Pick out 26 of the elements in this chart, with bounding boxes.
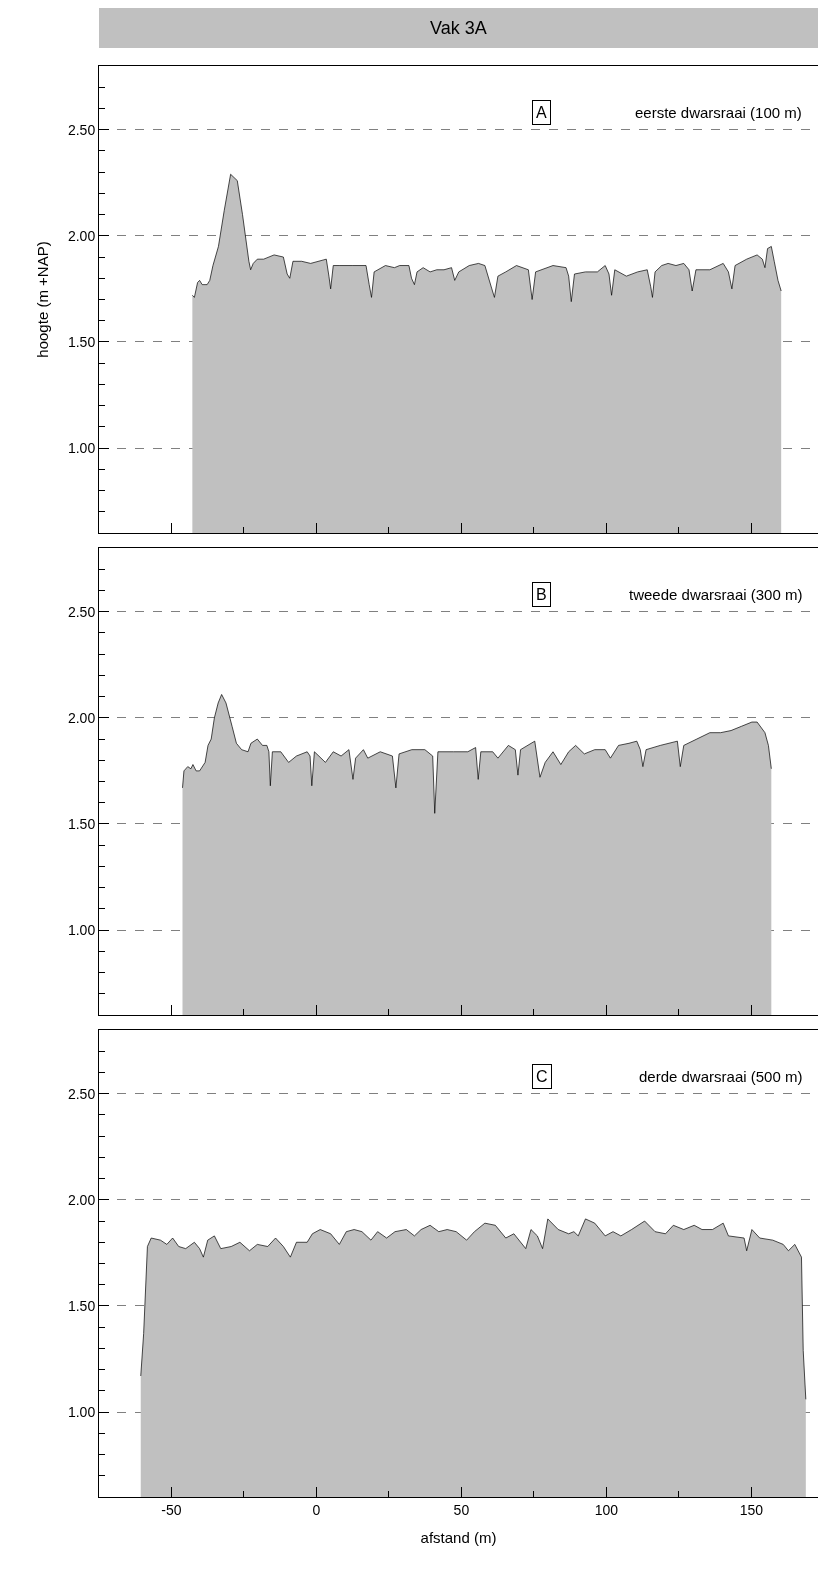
- y-tick-label: 2.50: [67, 121, 96, 138]
- y-tick-label: 2.50: [67, 1085, 96, 1102]
- y-tick-label: 1.00: [67, 921, 96, 938]
- x-tick-label: -50: [161, 1501, 182, 1518]
- y-tick-label: 2.00: [67, 1191, 96, 1208]
- y-tick-label: 1.50: [67, 333, 96, 350]
- y-axis-title: hoogte (m +NAP): [34, 241, 52, 358]
- annotation: eerste dwarsraai (100 m): [635, 104, 802, 121]
- x-tick-label: 150: [739, 1501, 764, 1518]
- annotation: C: [536, 1068, 548, 1085]
- y-tick-label: 1.00: [67, 439, 96, 456]
- annotation: derde dwarsraai (500 m): [639, 1068, 803, 1085]
- x-axis-title: afstand (m): [420, 1528, 497, 1546]
- y-tick-label: 1.00: [67, 1403, 96, 1420]
- y-tick-label: 2.00: [67, 709, 96, 726]
- y-tick-label: 2.00: [67, 227, 96, 244]
- y-tick-label: 1.50: [67, 1297, 96, 1314]
- x-tick-label: 100: [594, 1501, 619, 1518]
- annotation: tweede dwarsraai (300 m): [629, 586, 803, 603]
- annotation: B: [536, 586, 547, 603]
- y-tick-label: 1.50: [67, 815, 96, 832]
- annotation: A: [536, 104, 547, 121]
- x-tick-label: 0: [312, 1501, 321, 1518]
- chart-title: Vak 3A: [430, 18, 487, 38]
- x-tick-label: 50: [453, 1501, 470, 1518]
- y-tick-label: 2.50: [67, 603, 96, 620]
